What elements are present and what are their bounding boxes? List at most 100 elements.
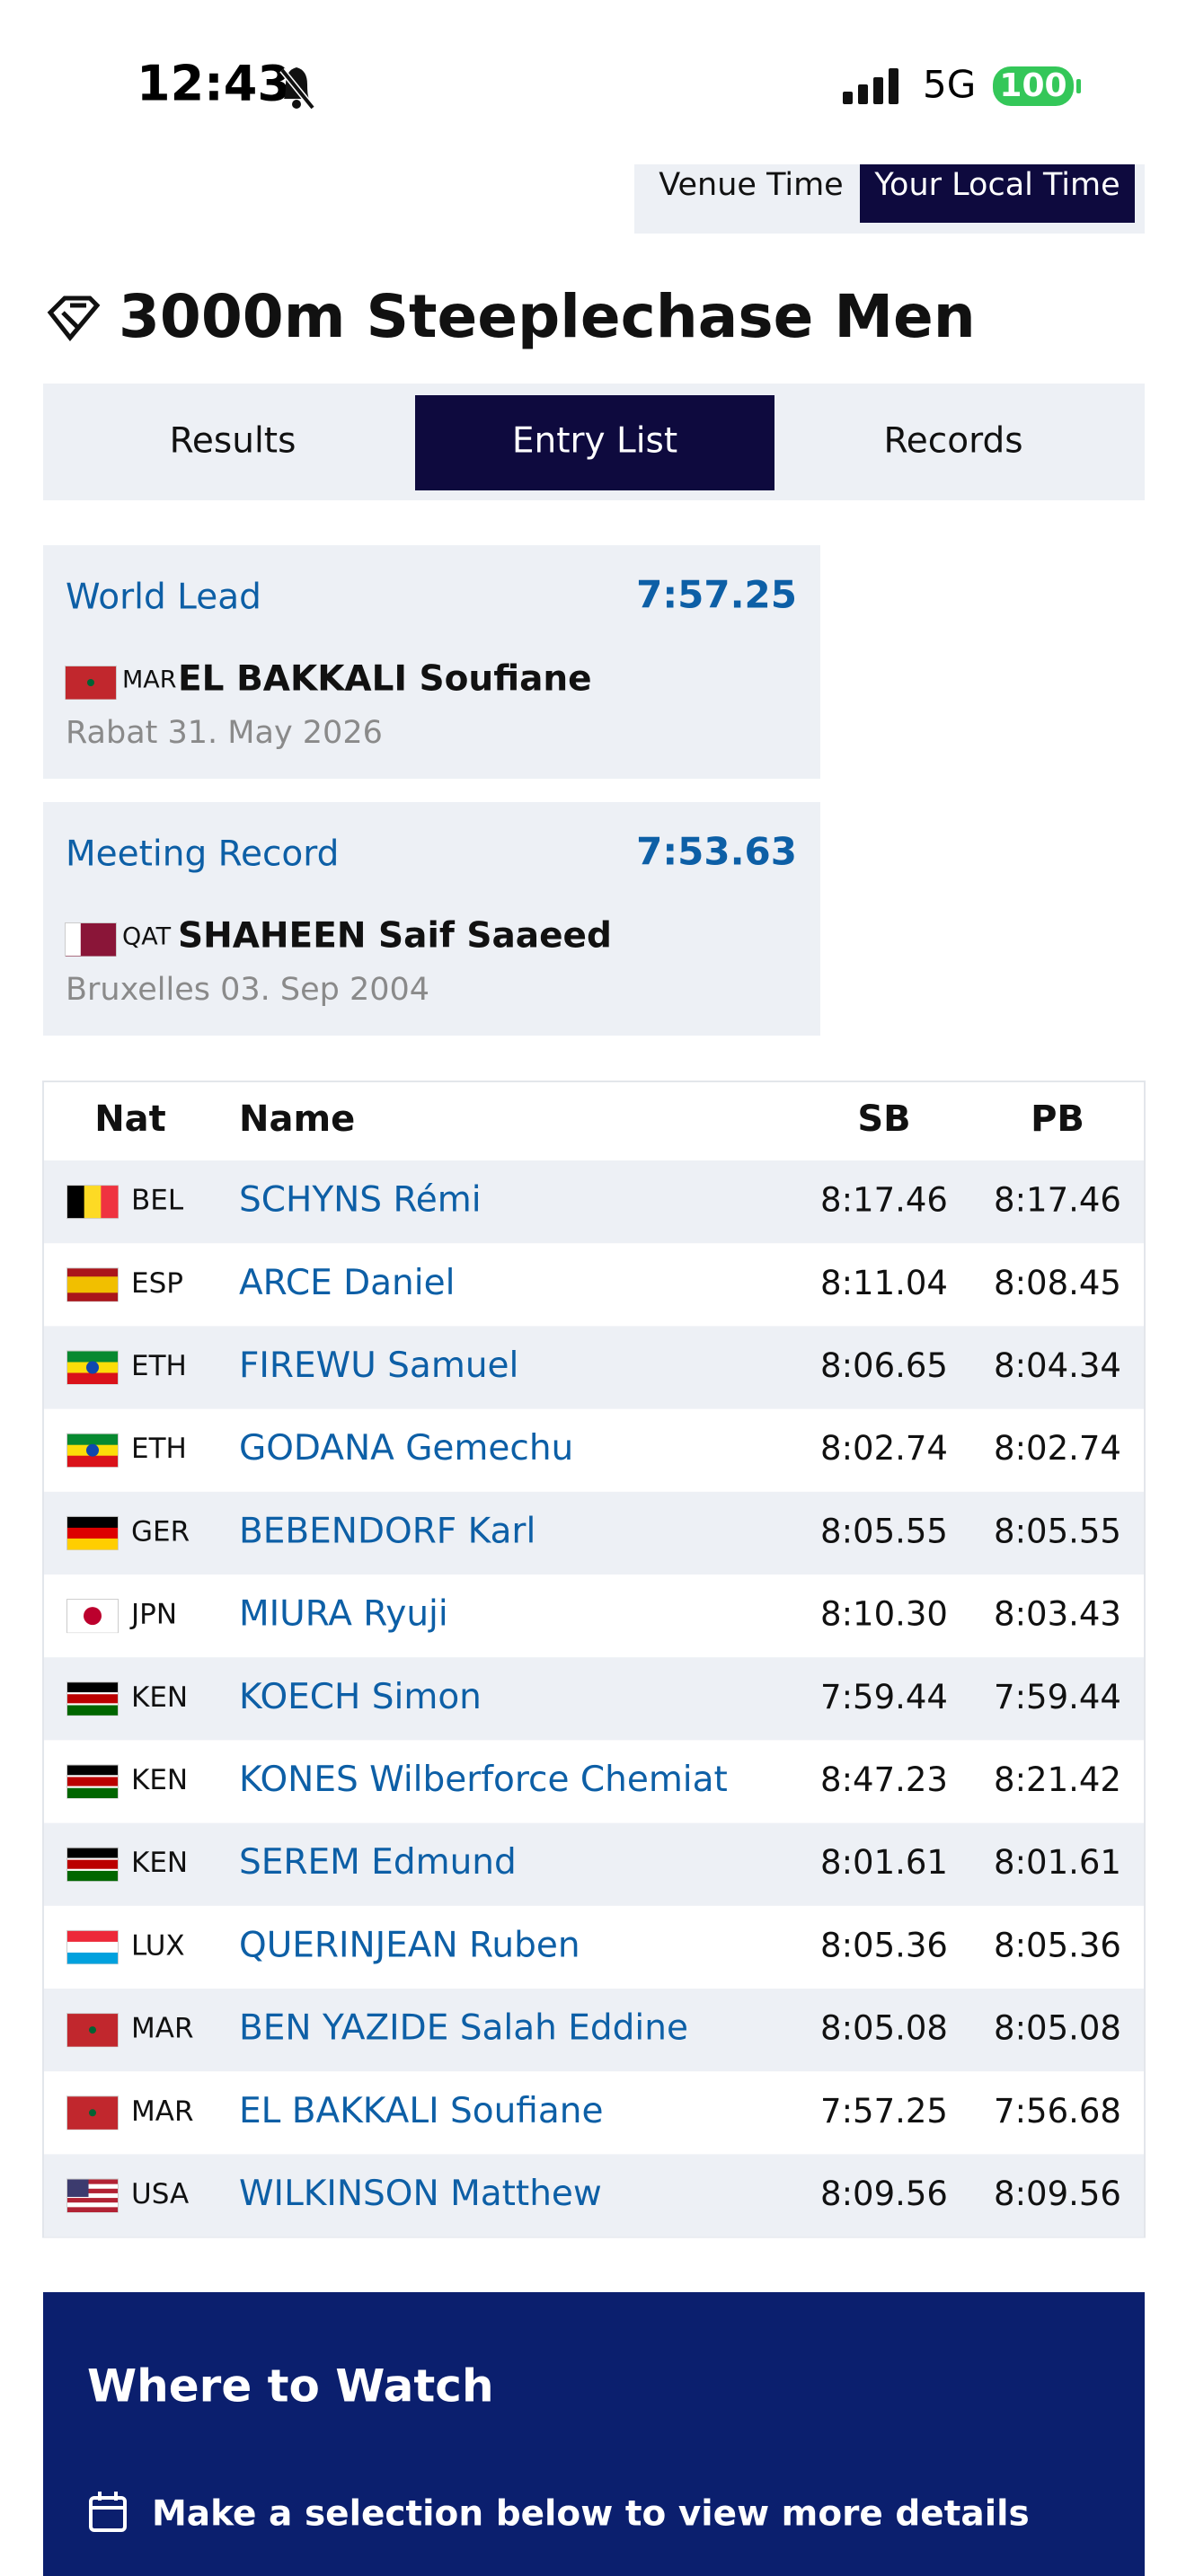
athlete-name[interactable]: KONES Wilberforce Chemiat [239, 1760, 728, 1800]
flag-stripe [67, 2183, 118, 2190]
athlete-name[interactable]: MIURA Ryuji [239, 1594, 448, 1635]
season-best: 8:01.61 [820, 1843, 948, 1882]
record-mark: 7:57.25 [636, 573, 797, 617]
signal-icon [843, 68, 898, 104]
flag [65, 922, 117, 957]
flag-stripe [67, 2202, 118, 2208]
flag-stripe [67, 2198, 118, 2203]
row-bg [44, 1989, 1144, 2072]
record-card [43, 545, 820, 779]
flag-stripe [67, 1775, 118, 1778]
section-title: Where to Watch [87, 2360, 494, 2413]
battery-level: 100 [999, 67, 1067, 104]
flag-stripe [67, 1765, 118, 1776]
column-header: PB [1031, 1098, 1084, 1140]
toggle-option[interactable]: Venue Time [659, 167, 843, 203]
where-to-watch [43, 2292, 1145, 2576]
flag [66, 2013, 119, 2048]
flag-stripe [67, 1516, 118, 1529]
record-venue-date: Rabat 31. May 2026 [66, 715, 383, 751]
personal-best: 8:05.36 [994, 1926, 1121, 1964]
flag [66, 1764, 119, 1799]
flag-stripe [67, 1859, 118, 1870]
flag-stripe [67, 1527, 118, 1539]
athlete-name[interactable]: SEREM Edmund [239, 1842, 517, 1883]
season-best: 8:06.65 [820, 1346, 948, 1385]
flag-stripe [67, 1694, 118, 1704]
toggle-option[interactable]: Your Local Time [873, 167, 1120, 203]
flag-stripe [67, 1787, 118, 1798]
nat-code: BEL [131, 1185, 184, 1217]
season-best: 8:05.08 [820, 2009, 948, 2048]
watch-prompt[interactable]: Make a selection below to view more deta… [152, 2494, 1030, 2535]
personal-best: 8:02.74 [994, 1429, 1121, 1468]
flag [66, 1929, 119, 1964]
flag-stripe [67, 1848, 118, 1858]
flag [66, 1185, 119, 1220]
athlete-name[interactable]: BEN YAZIDE Salah Eddine [239, 2008, 688, 2049]
row-bg [44, 1491, 1144, 1575]
flag-stripe [67, 1941, 118, 1954]
tab[interactable]: Records [883, 421, 1022, 462]
athlete-name[interactable]: SCHYNS Rémi [239, 1180, 482, 1221]
personal-best: 8:09.56 [994, 2175, 1121, 2213]
record-venue-date: Bruxelles 03. Sep 2004 [66, 972, 429, 1008]
flag-stripe [67, 1268, 118, 1277]
personal-best: 7:59.44 [994, 1678, 1121, 1716]
record-card [43, 802, 820, 1036]
season-best: 8:05.55 [820, 1512, 948, 1550]
flag [66, 2095, 119, 2130]
flag-stripe [67, 1372, 118, 1384]
silent-icon [279, 67, 315, 110]
flag-stripe [67, 1351, 118, 1363]
athlete-name[interactable]: EL BAKKALI Soufiane [239, 2091, 603, 2131]
athlete-name[interactable]: QUERINJEAN Ruben [239, 1925, 580, 1965]
season-best: 8:17.46 [820, 1181, 948, 1220]
flag-stripe [67, 1434, 118, 1446]
athlete-name[interactable]: GODANA Gemechu [239, 1428, 573, 1469]
row-bg [44, 2154, 1144, 2237]
flag [66, 2178, 119, 2213]
personal-best: 8:03.43 [994, 1595, 1121, 1634]
tab[interactable]: Results [170, 421, 296, 462]
flag-stripe [67, 1292, 118, 1301]
event-icon [47, 296, 101, 341]
flag-stripe [84, 1186, 102, 1219]
battery [993, 66, 1074, 106]
record-nat: MAR [122, 666, 177, 694]
tab[interactable]: Entry List [512, 421, 677, 462]
nat-code: KEN [131, 1764, 188, 1796]
nat-code: JPN [129, 1599, 177, 1631]
record-athlete: EL BAKKALI Soufiane [178, 659, 592, 700]
flag [66, 1350, 119, 1385]
flag-emblem [89, 2109, 96, 2117]
column-header: Name [239, 1098, 355, 1140]
athlete-name[interactable]: KOECH Simon [239, 1677, 482, 1717]
flag [66, 1267, 119, 1302]
record-athlete: SHAHEEN Saif Saaeed [178, 916, 612, 957]
flag-stripe [67, 1455, 118, 1468]
athlete-name[interactable]: BEBENDORF Karl [239, 1511, 535, 1551]
column-header: SB [857, 1098, 910, 1140]
nat-code: KEN [131, 1847, 188, 1879]
athlete-name[interactable]: ARCE Daniel [239, 1263, 455, 1303]
flag-stripe [67, 2192, 118, 2199]
flag-stripe [67, 2179, 118, 2185]
athlete-name[interactable]: WILKINSON Matthew [239, 2174, 602, 2214]
flag-hoist [66, 923, 81, 956]
flag-stripe [67, 2188, 118, 2194]
flag [65, 666, 117, 700]
season-best: 8:47.23 [820, 1760, 948, 1799]
flag-stripe [67, 2207, 118, 2212]
flag-stripe [67, 1703, 118, 1706]
flag-stripe [67, 1857, 118, 1861]
personal-best: 8:01.61 [994, 1843, 1121, 1882]
flag-stripe [67, 1868, 118, 1872]
athlete-name[interactable]: FIREWU Samuel [239, 1345, 518, 1386]
row-bg [44, 1822, 1144, 1906]
row-bg [44, 1160, 1144, 1244]
flag-canton [67, 2179, 89, 2197]
record-nat: QAT [122, 923, 172, 951]
flag-stripe [67, 1870, 118, 1882]
row-bg [44, 1326, 1144, 1409]
